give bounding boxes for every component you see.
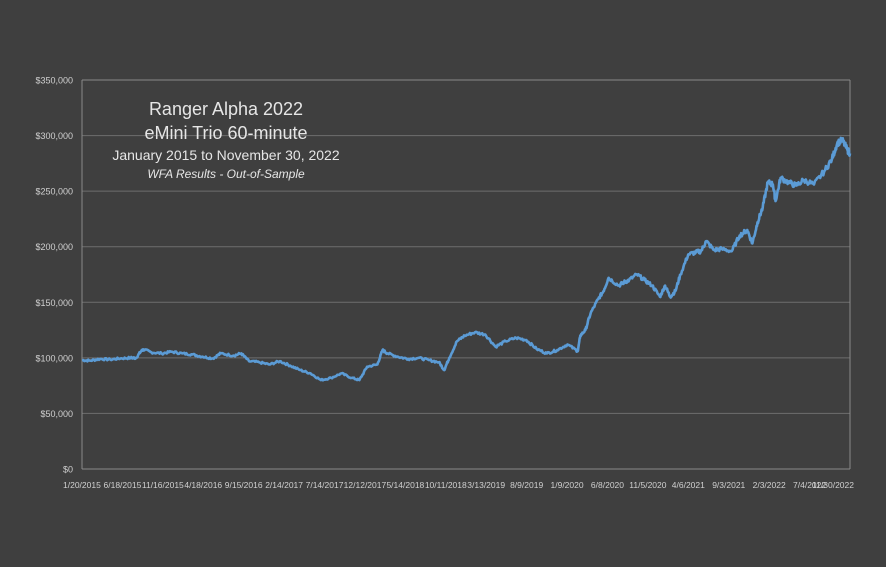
x-tick-labels: 1/20/2015 6/18/2015 11/16/2015 4/18/2016 9/1… bbox=[63, 480, 854, 490]
y-tick-label: $50,000 bbox=[40, 409, 73, 419]
y-tick-label: $0 bbox=[63, 465, 73, 475]
x-tick-label: 5/14/2018 bbox=[386, 480, 424, 490]
x-tick-label: 3/13/2019 bbox=[467, 480, 505, 490]
y-tick-label: $150,000 bbox=[35, 298, 73, 308]
chart-subtitle-3: WFA Results - Out-of-Sample bbox=[147, 167, 305, 181]
x-tick-label: 4/6/2021 bbox=[672, 480, 705, 490]
chart-subtitle-1: eMini Trio 60-minute bbox=[144, 123, 308, 143]
x-tick-label: 8/9/2019 bbox=[510, 480, 543, 490]
chart-title-block: Ranger Alpha 2022 eMini Trio 60-minute J… bbox=[96, 97, 356, 183]
y-tick-label: $250,000 bbox=[35, 187, 73, 197]
x-tick-label: 7/14/2017 bbox=[306, 480, 344, 490]
y-tick-label: $100,000 bbox=[35, 353, 73, 363]
x-tick-label: 2/3/2022 bbox=[753, 480, 786, 490]
y-tick-label: $200,000 bbox=[35, 242, 73, 252]
x-tick-label: 12/12/2017 bbox=[344, 480, 387, 490]
x-tick-label: 4/18/2016 bbox=[184, 480, 222, 490]
x-tick-label: 1/20/2015 bbox=[63, 480, 101, 490]
y-tick-label: $300,000 bbox=[35, 131, 73, 141]
chart-title: Ranger Alpha 2022 bbox=[148, 99, 304, 119]
x-tick-label: 6/18/2015 bbox=[104, 480, 142, 490]
x-tick-label: 11/30/2022 bbox=[812, 480, 854, 490]
x-tick-label: 7/4/2022 bbox=[793, 480, 826, 490]
axes bbox=[81, 79, 851, 470]
x-tick-label: 10/11/2018 bbox=[425, 480, 467, 490]
x-tick-label: 9/3/2021 bbox=[712, 480, 745, 490]
x-tick-label: 2/14/2017 bbox=[265, 480, 303, 490]
series-layer bbox=[81, 136, 852, 382]
y-tick-label: $350,000 bbox=[35, 76, 73, 86]
x-tick-label: 11/16/2015 bbox=[142, 480, 184, 490]
x-tick-label: 11/5/2020 bbox=[629, 480, 666, 490]
x-tick-label: 1/9/2020 bbox=[551, 480, 584, 490]
y-tick-labels: $0 $50,000 $100,000 $150,000 $200,000 $250,00… bbox=[35, 76, 73, 475]
x-tick-label: 9/15/2016 bbox=[225, 480, 263, 490]
chart-subtitle-2: January 2015 to November 30, 2022 bbox=[112, 147, 340, 163]
equity-series-line bbox=[81, 136, 852, 382]
x-tick-label: 6/8/2020 bbox=[591, 480, 624, 490]
